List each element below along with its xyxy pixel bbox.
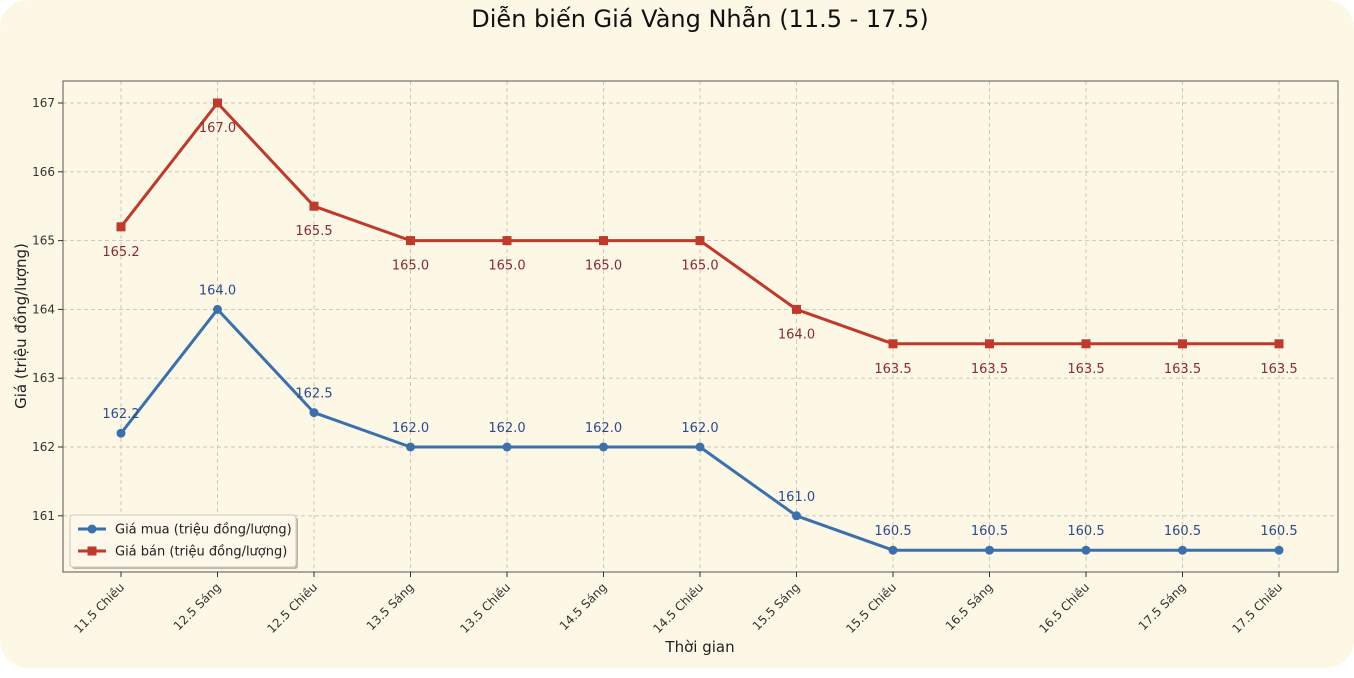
data-label: 163.5 — [874, 362, 911, 377]
data-point — [1178, 545, 1187, 555]
legend: Giá mua (triệu đồng/lượng) Giá bán (triệu… — [69, 514, 298, 569]
x-tick-label: 16.5 Chiều — [1036, 580, 1092, 636]
data-point — [985, 545, 994, 555]
x-tick-label: 13.5 Chiều — [457, 580, 513, 636]
x-tick-label: 15.5 Chiều — [843, 580, 899, 636]
data-point — [116, 222, 126, 232]
x-tick-label: 13.5 Sáng — [364, 580, 417, 633]
data-label: 164.0 — [778, 327, 815, 342]
data-point — [888, 339, 898, 349]
data-point — [599, 442, 608, 452]
plot-area-frame — [62, 80, 1339, 573]
series-buy: 162.2 164.0 162.5 162.0 162.0 162.0 162.0 161.0… — [102, 283, 1298, 555]
data-label: 165.0 — [585, 259, 622, 274]
data-point — [792, 511, 801, 521]
data-point — [116, 428, 126, 438]
data-label: 163.5 — [1260, 362, 1297, 377]
y-tick-label: 162 — [32, 440, 55, 454]
data-label: 160.5 — [1164, 524, 1201, 539]
data-label: 162.0 — [488, 421, 525, 436]
x-tick-label: 15.5 Sáng — [750, 580, 803, 633]
data-point — [502, 236, 512, 246]
data-point — [406, 442, 415, 452]
y-axis: 161 162 163 164 165 166 167 — [32, 96, 63, 523]
data-label: 162.0 — [585, 421, 622, 436]
legend-marker — [87, 524, 97, 534]
data-label: 161.0 — [778, 490, 815, 505]
y-axis-title: Giá (triệu đồng/lượng) — [12, 243, 30, 409]
data-label: 160.5 — [1067, 524, 1104, 539]
data-label: 160.5 — [1260, 524, 1297, 539]
data-label: 165.2 — [102, 245, 139, 260]
legend-entry: Giá mua (triệu đồng/lượng) — [115, 523, 292, 538]
data-point — [213, 98, 222, 108]
data-point — [1178, 339, 1187, 349]
x-tick-label: 17.5 Chiều — [1229, 580, 1285, 636]
data-point — [888, 545, 898, 555]
y-tick-label: 163 — [32, 371, 55, 385]
data-label: 165.5 — [295, 224, 332, 239]
x-tick-label: 11.5 Chiều — [71, 580, 127, 636]
data-label: 163.5 — [1067, 362, 1104, 377]
data-label: 162.0 — [392, 421, 429, 436]
data-label: 165.0 — [681, 259, 718, 274]
y-tick-label: 167 — [32, 96, 55, 110]
legend-box — [69, 514, 297, 568]
legend-entry: Giá bán (triệu đồng/lượng) — [115, 545, 287, 560]
legend-marker — [87, 546, 97, 556]
data-point — [1274, 545, 1284, 555]
y-tick-label: 165 — [32, 234, 55, 248]
y-tick-label: 166 — [32, 165, 55, 179]
x-tick-label: 17.5 Sáng — [1136, 580, 1189, 633]
data-point — [309, 201, 319, 211]
data-label: 160.5 — [971, 524, 1008, 539]
grid-lines — [63, 81, 1338, 572]
data-point — [1081, 545, 1091, 555]
data-point — [695, 442, 705, 452]
x-tick-label: 14.5 Chiều — [650, 580, 706, 636]
x-axis: 11.5 Chiều 12.5 Sáng 12.5 Chiều 13.5 Sáng 13… — [71, 572, 1285, 636]
x-tick-label: 12.5 Sáng — [171, 580, 224, 633]
data-point — [502, 442, 512, 452]
data-label: 160.5 — [874, 524, 911, 539]
data-label: 163.5 — [971, 362, 1008, 377]
y-tick-label: 164 — [32, 302, 55, 316]
data-point — [309, 408, 319, 418]
x-axis-title: Thời gian — [664, 638, 734, 656]
data-label: 162.2 — [102, 407, 139, 422]
x-tick-label: 12.5 Chiều — [264, 580, 320, 636]
series-sell: 165.2 167.0 165.5 165.0 165.0 165.0 165.0 164.0… — [102, 98, 1298, 377]
series-group: 162.2 164.0 162.5 162.0 162.0 162.0 162.0 161.0… — [102, 98, 1298, 555]
data-point — [1274, 339, 1284, 349]
data-label: 164.0 — [199, 283, 236, 298]
data-label: 162.0 — [681, 421, 718, 436]
y-tick-label: 161 — [32, 509, 55, 523]
data-label: 167.0 — [199, 121, 236, 136]
data-label: 163.5 — [1164, 362, 1201, 377]
data-point — [213, 304, 222, 314]
data-point — [599, 236, 608, 246]
data-point — [985, 339, 994, 349]
x-tick-label: 16.5 Sáng — [943, 580, 996, 633]
data-point — [1081, 339, 1091, 349]
data-label: 165.0 — [488, 259, 525, 274]
data-point — [792, 304, 801, 314]
data-point — [695, 236, 705, 246]
data-label: 162.5 — [295, 387, 332, 402]
data-point — [406, 236, 415, 246]
chart-title: Diễn biến Giá Vàng Nhẫn (11.5 - 17.5) — [471, 4, 928, 33]
x-tick-label: 14.5 Sáng — [557, 580, 610, 633]
data-label: 165.0 — [392, 259, 429, 274]
